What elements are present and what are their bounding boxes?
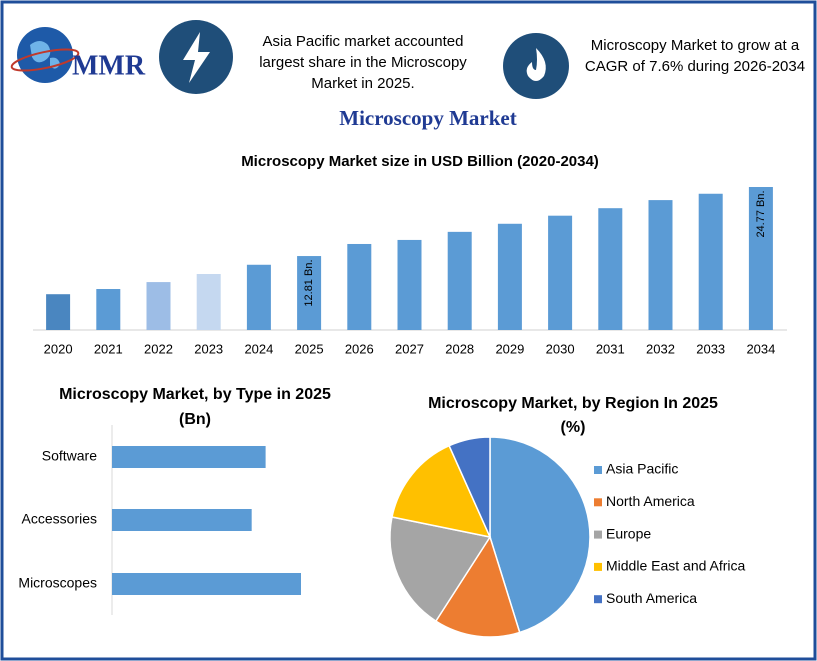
- bar: [112, 573, 301, 595]
- chart-subtitle: (Bn): [179, 411, 211, 428]
- x-tick-label: 2021: [94, 341, 123, 356]
- x-tick-label: 2025: [295, 341, 324, 356]
- legend-label: Asia Pacific: [606, 461, 678, 477]
- x-tick-label: 2034: [746, 341, 775, 356]
- y-tick-label: Microscopes: [18, 575, 97, 591]
- bar: [347, 243, 372, 330]
- highlight-line: Market in 2025.: [311, 75, 414, 92]
- y-tick-label: Software: [42, 448, 97, 464]
- bar: [748, 187, 773, 330]
- x-tick-label: 2024: [244, 341, 273, 356]
- highlight-line: CAGR of 7.6% during 2026-2034: [585, 58, 805, 75]
- bar: [497, 223, 522, 330]
- bar: [96, 289, 121, 330]
- x-tick-label: 2033: [696, 341, 725, 356]
- legend-label: South America: [606, 590, 697, 606]
- bar: [447, 231, 472, 330]
- legend-swatch: [594, 562, 602, 571]
- pie-slice: [391, 444, 492, 539]
- legend-label: Middle East and Africa: [606, 558, 746, 574]
- bar: [548, 215, 573, 330]
- legend-label: North America: [606, 493, 695, 509]
- highlight-line: Asia Pacific market accounted: [263, 33, 464, 50]
- chart-title: Microscopy Market, by Type in 2025: [59, 386, 331, 403]
- x-tick-label: 2022: [144, 341, 173, 356]
- bar: [698, 193, 723, 330]
- x-tick-label: 2028: [445, 341, 474, 356]
- x-tick-label: 2027: [395, 341, 424, 356]
- value-label: 12.81 Bn.: [303, 259, 315, 306]
- bar: [297, 256, 322, 330]
- chart-title: Microscopy Market, by Region In 2025: [428, 395, 718, 412]
- bar: [397, 239, 422, 330]
- value-label: 24.77 Bn.: [755, 190, 767, 237]
- legend-label: Europe: [606, 525, 651, 541]
- bar: [246, 264, 271, 330]
- pie-slice: [389, 516, 492, 623]
- page-title: Microscopy Market: [339, 106, 516, 130]
- legend-swatch: [594, 595, 602, 604]
- bar: [648, 200, 673, 330]
- legend-swatch: [594, 466, 602, 474]
- x-tick-label: 2020: [44, 341, 73, 356]
- pie-slice: [489, 436, 591, 634]
- bar: [196, 274, 221, 330]
- chart-title: Microscopy Market size in USD Billion (2…: [241, 153, 599, 170]
- orbit: [10, 48, 80, 72]
- flame: [526, 48, 546, 81]
- bar: [598, 208, 623, 330]
- bar: [146, 282, 171, 330]
- bar: [46, 294, 71, 330]
- highlight-line: Microscopy Market to grow at a: [591, 37, 800, 54]
- globe-land: [30, 41, 60, 69]
- x-tick-label: 2032: [646, 341, 675, 356]
- lightning: [183, 32, 210, 83]
- legend-swatch: [594, 498, 602, 507]
- pie-slice: [434, 535, 521, 638]
- legend-swatch: [594, 530, 602, 539]
- bar: [112, 509, 252, 531]
- y-tick-label: Accessories: [22, 511, 97, 527]
- x-tick-label: 2026: [345, 341, 374, 356]
- logo-text: MMR: [72, 50, 146, 81]
- x-tick-label: 2031: [596, 341, 625, 356]
- x-tick-label: 2030: [546, 341, 575, 356]
- icon-flame: [503, 33, 569, 99]
- bar: [112, 446, 266, 468]
- pie-slice: [448, 436, 491, 538]
- logo: MMR: [10, 27, 146, 83]
- x-tick-label: 2023: [194, 341, 223, 356]
- x-tick-label: 2029: [495, 341, 524, 356]
- highlight-line: largest share in the Microscopy: [259, 54, 467, 71]
- chart-subtitle: (%): [561, 419, 586, 436]
